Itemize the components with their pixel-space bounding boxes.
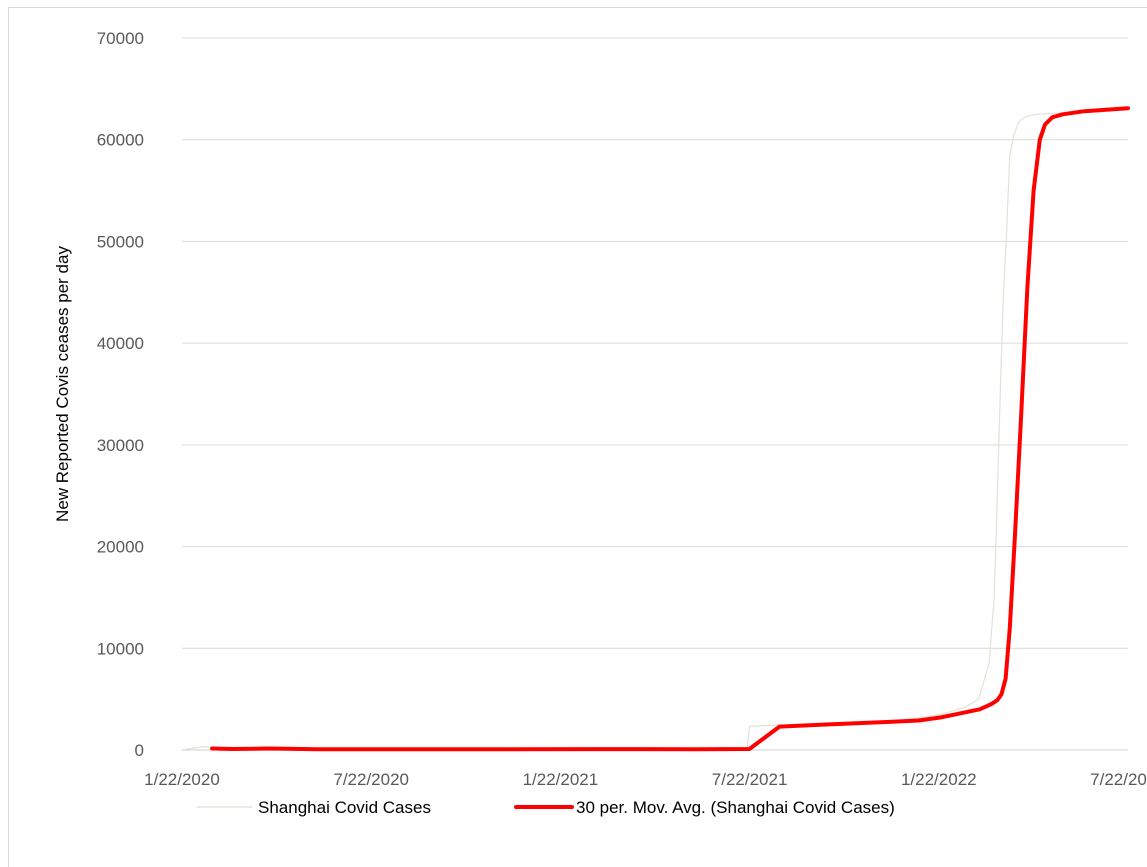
legend: Shanghai Covid Cases 30 per. Mov. Avg. (S… — [196, 798, 895, 817]
y-axis-ticks: 0 10000 20000 30000 40000 50000 60000 70000 — [97, 29, 144, 760]
y-tick-label: 0 — [135, 741, 144, 760]
chart-frame — [8, 7, 1147, 867]
series-line-moving-average — [210, 106, 1130, 752]
y-tick-label: 10000 — [97, 639, 144, 658]
y-tick-label: 40000 — [97, 334, 144, 353]
y-tick-label: 30000 — [97, 436, 144, 455]
x-tick-label: 1/22/2022 — [901, 770, 977, 789]
series-line-shanghai-cases — [181, 108, 1129, 751]
x-tick-label: 7/22/2021 — [712, 770, 788, 789]
gridlines — [182, 37, 1128, 751]
x-tick-label: 1/22/2021 — [523, 770, 599, 789]
y-axis-title: New Reported Covis ceases per day — [53, 246, 72, 522]
y-tick-label: 60000 — [97, 131, 144, 150]
series-lines — [181, 106, 1130, 752]
x-tick-label: 1/22/2020 — [144, 770, 220, 789]
x-tick-label: 7/22/2022 — [1090, 770, 1147, 789]
x-tick-label: 7/22/2020 — [333, 770, 409, 789]
y-tick-label: 20000 — [97, 538, 144, 557]
legend-label: 30 per. Mov. Avg. (Shanghai Covid Cases) — [576, 798, 895, 817]
y-tick-label: 50000 — [97, 232, 144, 251]
x-axis-ticks: 1/22/2020 7/22/2020 1/22/2021 7/22/2021 1/22… — [144, 770, 1147, 789]
y-tick-label: 70000 — [97, 29, 144, 48]
legend-label: Shanghai Covid Cases — [258, 798, 431, 817]
